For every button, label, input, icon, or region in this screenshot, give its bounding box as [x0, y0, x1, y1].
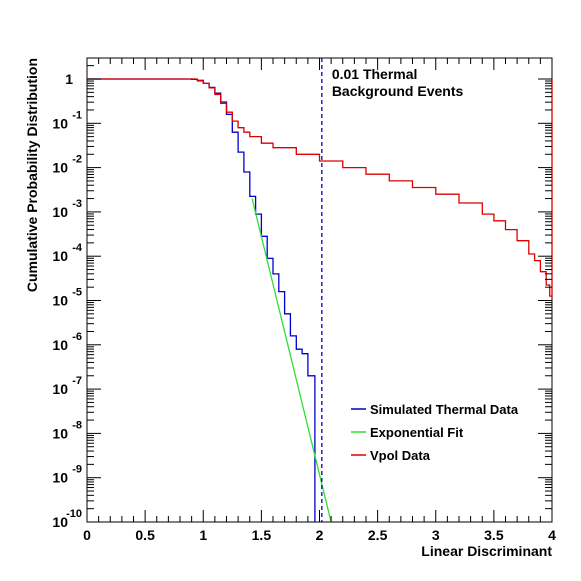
y-tick-label: 10 [52, 470, 68, 486]
y-tick-label: 10 [52, 293, 68, 309]
x-tick-label: 2.5 [368, 527, 388, 543]
y-tick-exponent: -3 [72, 198, 82, 210]
y-tick-label: 10 [52, 115, 68, 131]
y-tick-exponent: -7 [72, 375, 82, 387]
y-tick-exponent: -5 [72, 287, 82, 299]
y-ticks: 110-110-210 -310-410-510-610-710-810 -910-… [52, 65, 552, 530]
y-tick-exponent: -9 [72, 464, 82, 476]
legend-entry: Vpol Data [370, 448, 431, 463]
y-tick-label: 10 [52, 337, 68, 353]
y-tick-label: 10 [52, 381, 68, 397]
series-line-3 [87, 78, 553, 297]
x-ticks: 0 0.5 1 1.5 2 2.5 3 3.5 4 [83, 58, 556, 543]
y-tick-exponent: -2 [72, 154, 82, 166]
y-axis-label: Cumulative Probability Distribution [24, 58, 40, 292]
x-tick-label: 3.5 [484, 527, 504, 543]
y-tick-label: 10 [52, 204, 68, 220]
legend-entry: Simulated Thermal Data [370, 402, 519, 417]
x-tick-label: 1 [199, 527, 207, 543]
x-tick-label: 4 [548, 527, 556, 543]
cut-line-label: 0.01 Thermal [332, 66, 418, 82]
y-tick-label: 10 [52, 425, 68, 441]
y-tick-exponent: -4 [72, 242, 83, 254]
y-tick-exponent: -6 [72, 331, 82, 343]
x-tick-label: 0 [83, 527, 91, 543]
plot-frame [86, 57, 553, 523]
y-tick-exponent: -10 [66, 508, 82, 520]
y-tick-label: 10 [52, 160, 68, 176]
x-tick-label: 1.5 [252, 527, 272, 543]
series-line-2 [251, 198, 332, 523]
x-tick-label: 3 [432, 527, 440, 543]
x-tick-label: 0.5 [135, 527, 155, 543]
curves-layer [87, 78, 553, 523]
y-tick-label: 10 [52, 514, 68, 530]
y-tick-label: 10 [52, 248, 68, 264]
x-axis-label: Linear Discriminant [421, 543, 552, 559]
y-tick-exponent: -8 [72, 419, 82, 431]
legend: Simulated Thermal Data Exponential Fit Vpo… [351, 402, 519, 463]
y-tick-label: 1 [65, 71, 73, 87]
cut-line-label: Background Events [332, 83, 464, 99]
x-tick-label: 2 [316, 527, 324, 543]
legend-entry: Exponential Fit [370, 425, 464, 440]
y-tick-exponent: -1 [72, 109, 82, 121]
series-line-1 [87, 78, 316, 522]
